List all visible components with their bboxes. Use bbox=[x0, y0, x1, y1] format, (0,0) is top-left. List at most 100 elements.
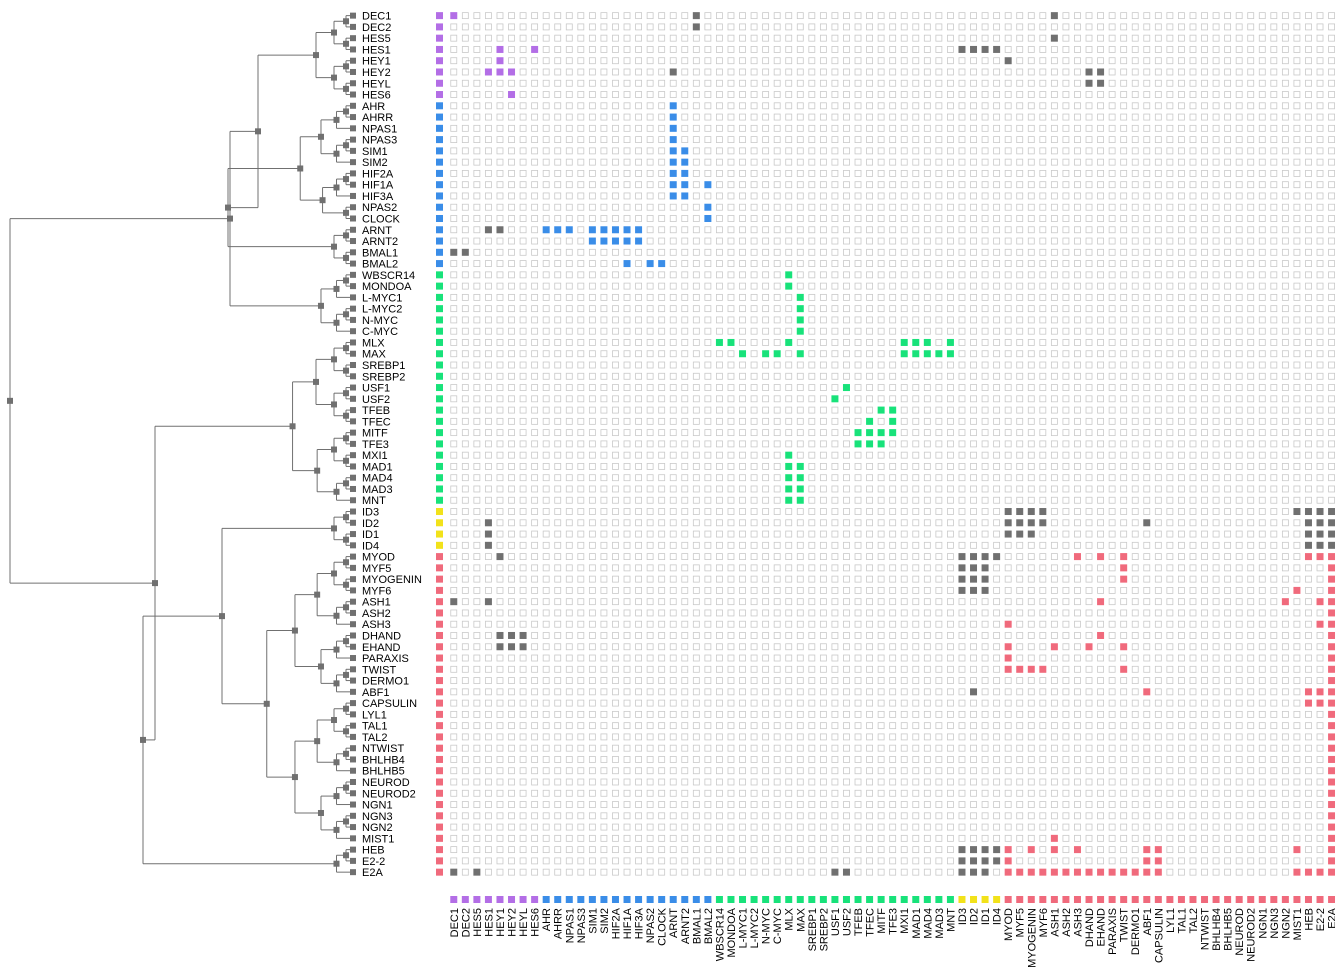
matrix-cell-filled bbox=[600, 237, 608, 245]
matrix-cell-empty bbox=[681, 688, 689, 696]
matrix-cell-empty bbox=[565, 665, 573, 673]
matrix-cell-empty bbox=[623, 361, 631, 369]
matrix-cell-empty bbox=[473, 215, 481, 222]
matrix-cell-empty bbox=[947, 68, 954, 76]
matrix-cell-empty bbox=[542, 519, 550, 527]
matrix-cell-empty bbox=[900, 170, 908, 177]
matrix-cell-empty bbox=[1293, 158, 1301, 166]
matrix-cell-empty bbox=[831, 34, 839, 42]
matrix-cell-empty bbox=[1085, 508, 1093, 515]
row-label: DERMO1 bbox=[362, 676, 409, 688]
matrix-cell-empty bbox=[958, 632, 966, 639]
matrix-cell-empty bbox=[1085, 429, 1093, 437]
matrix-cell-empty bbox=[508, 327, 515, 335]
matrix-cell-empty bbox=[531, 34, 539, 42]
matrix-cell-empty bbox=[496, 429, 504, 437]
matrix-cell-empty bbox=[496, 158, 504, 166]
matrix-cell-empty bbox=[819, 113, 827, 121]
matrix-cell-empty bbox=[1166, 677, 1174, 684]
matrix-cell-empty bbox=[912, 395, 920, 403]
matrix-cell-empty bbox=[727, 440, 735, 448]
matrix-cell-empty bbox=[1270, 463, 1278, 470]
matrix-cell-empty bbox=[970, 147, 977, 155]
matrix-cell-empty bbox=[1050, 68, 1058, 76]
matrix-cell-filled bbox=[785, 271, 793, 279]
matrix-cell-empty bbox=[1178, 68, 1185, 76]
matrix-cell-empty bbox=[461, 350, 469, 358]
matrix-cell-empty bbox=[658, 643, 666, 651]
matrix-cell-empty bbox=[970, 384, 977, 391]
matrix-cell-empty bbox=[1050, 23, 1058, 31]
matrix-cell-empty bbox=[1270, 102, 1278, 110]
matrix-cell-empty bbox=[1085, 136, 1093, 144]
matrix-cell-empty bbox=[508, 12, 515, 20]
matrix-cell-empty bbox=[808, 485, 816, 493]
matrix-cell-empty bbox=[831, 327, 839, 335]
matrix-cell-empty bbox=[565, 587, 573, 594]
matrix-cell-empty bbox=[1166, 350, 1174, 358]
matrix-cell-empty bbox=[1120, 181, 1128, 189]
matrix-cell-empty bbox=[1016, 688, 1024, 696]
matrix-cell-empty bbox=[669, 654, 677, 662]
matrix-cell-filled bbox=[1328, 631, 1335, 639]
matrix-cell-empty bbox=[669, 350, 677, 358]
matrix-cell-empty bbox=[473, 136, 481, 144]
matrix-cell-empty bbox=[1120, 620, 1128, 628]
matrix-cell-empty bbox=[496, 124, 504, 132]
row-group-swatch bbox=[436, 327, 443, 335]
matrix-cell-empty bbox=[762, 113, 770, 121]
matrix-cell-empty bbox=[854, 34, 862, 42]
matrix-cell-empty bbox=[935, 620, 943, 628]
matrix-cell-empty bbox=[1027, 609, 1035, 617]
matrix-cell-empty bbox=[819, 124, 827, 132]
matrix-cell-empty bbox=[485, 23, 492, 31]
matrix-cell-empty bbox=[831, 598, 839, 606]
matrix-cell-empty bbox=[762, 327, 770, 335]
matrix-cell-empty bbox=[1154, 406, 1162, 414]
matrix-cell-empty bbox=[970, 215, 977, 222]
matrix-cell-empty bbox=[1016, 68, 1024, 76]
matrix-cell-empty bbox=[531, 12, 539, 20]
matrix-cell-empty bbox=[808, 395, 816, 403]
dendrogram-leaf bbox=[350, 812, 356, 819]
matrix-cell-empty bbox=[565, 147, 573, 155]
matrix-cell-empty bbox=[692, 677, 700, 684]
matrix-cell-empty bbox=[623, 564, 631, 572]
matrix-cell-empty bbox=[1154, 575, 1162, 583]
matrix-cell-empty bbox=[1247, 508, 1255, 515]
matrix-cell-empty bbox=[1201, 598, 1208, 606]
matrix-cell-empty bbox=[1131, 136, 1139, 144]
matrix-cell-empty bbox=[704, 474, 712, 482]
matrix-cell-filled bbox=[565, 226, 573, 234]
matrix-cell-empty bbox=[704, 248, 712, 256]
matrix-cell-empty bbox=[1258, 327, 1266, 335]
matrix-cell-empty bbox=[1235, 215, 1243, 222]
matrix-cell-empty bbox=[866, 79, 873, 87]
matrix-cell-empty bbox=[762, 237, 770, 245]
matrix-cell-empty bbox=[612, 688, 619, 696]
row-group-swatch bbox=[436, 124, 443, 132]
matrix-cell-empty bbox=[1258, 417, 1266, 425]
matrix-cell-empty bbox=[843, 688, 850, 696]
matrix-cell-empty bbox=[935, 496, 943, 504]
matrix-cell-filled bbox=[970, 586, 978, 594]
matrix-cell-empty bbox=[1143, 293, 1151, 301]
matrix-cell-empty bbox=[1050, 474, 1058, 482]
matrix-cell-empty bbox=[1258, 248, 1266, 256]
matrix-cell-empty bbox=[577, 564, 585, 572]
matrix-cell-empty bbox=[508, 575, 515, 583]
matrix-cell-empty bbox=[1270, 496, 1278, 504]
matrix-cell-empty bbox=[508, 372, 515, 380]
row-label: BHLHB4 bbox=[362, 754, 405, 766]
matrix-cell-empty bbox=[1166, 91, 1174, 98]
matrix-cell-empty bbox=[1270, 226, 1278, 234]
matrix-cell-filled bbox=[889, 429, 897, 437]
matrix-cell-empty bbox=[831, 158, 839, 166]
matrix-cell-empty bbox=[970, 305, 977, 313]
matrix-cell-empty bbox=[1328, 339, 1335, 346]
matrix-cell-empty bbox=[1258, 192, 1266, 200]
row-group-swatch bbox=[436, 372, 443, 380]
matrix-cell-empty bbox=[762, 57, 770, 65]
dendrogram-node bbox=[7, 397, 13, 404]
matrix-cell-empty bbox=[1270, 339, 1278, 346]
